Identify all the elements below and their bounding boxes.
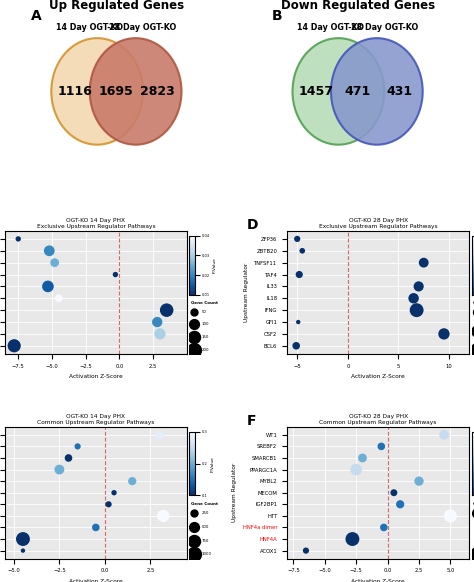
Point — [440, 430, 448, 439]
Text: 28 Day OGT-KO: 28 Day OGT-KO — [351, 23, 418, 32]
Point — [247, 283, 255, 292]
Point — [156, 329, 164, 339]
Point — [247, 113, 255, 122]
Point — [55, 465, 63, 474]
Point — [154, 317, 161, 327]
Y-axis label: P-Value: P-Value — [213, 257, 217, 273]
Point — [292, 341, 300, 350]
Point — [110, 488, 118, 498]
Text: Gene Count: Gene Count — [191, 502, 218, 506]
Text: B: B — [272, 9, 283, 23]
X-axis label: Activation Z-Score: Activation Z-Score — [69, 579, 123, 582]
Point — [105, 499, 112, 509]
Ellipse shape — [292, 38, 384, 145]
Point — [295, 270, 303, 279]
Point — [128, 477, 136, 486]
Point — [247, 236, 255, 246]
Text: Down Regulated Genes: Down Regulated Genes — [281, 0, 435, 12]
Text: 100: 100 — [202, 322, 210, 327]
Text: 28 Day OGT-KO: 28 Day OGT-KO — [109, 23, 177, 32]
Ellipse shape — [331, 38, 423, 145]
Text: Gene Count: Gene Count — [191, 301, 218, 305]
Point — [19, 546, 27, 555]
Point — [44, 282, 52, 291]
Text: 150: 150 — [202, 335, 209, 339]
Point — [359, 453, 366, 463]
Point — [294, 317, 302, 327]
Point — [19, 534, 27, 544]
Text: Gene Count: Gene Count — [473, 301, 474, 305]
Title: OGT-KO 14 Day PHX
Common Upstream Regulator Pathways: OGT-KO 14 Day PHX Common Upstream Regula… — [37, 414, 155, 425]
Point — [163, 306, 171, 315]
Point — [55, 294, 63, 303]
Point — [10, 341, 18, 350]
Text: 250: 250 — [202, 512, 209, 516]
Ellipse shape — [51, 38, 143, 145]
Point — [65, 453, 73, 463]
Text: 500: 500 — [202, 525, 209, 529]
Point — [302, 546, 310, 555]
X-axis label: Activation Z-Score: Activation Z-Score — [69, 374, 123, 379]
Title: OGT-KO 14 Day PHX
Exclusive Upstream Regulator Pathways: OGT-KO 14 Day PHX Exclusive Upstream Reg… — [36, 218, 155, 229]
Point — [440, 329, 448, 339]
Point — [247, 483, 255, 492]
Point — [247, 360, 255, 369]
X-axis label: Activation Z-Score: Activation Z-Score — [351, 374, 405, 379]
Title: OGT-KO 28 Day PHX
Common Upstream Regulator Pathways: OGT-KO 28 Day PHX Common Upstream Regula… — [319, 414, 437, 425]
Text: 1000: 1000 — [202, 552, 212, 556]
Text: 200: 200 — [202, 348, 210, 352]
Point — [413, 306, 420, 315]
Text: Up Regulated Genes: Up Regulated Genes — [49, 0, 184, 12]
Y-axis label: Upstream Regulator: Upstream Regulator — [244, 262, 249, 322]
Point — [299, 246, 306, 255]
Text: 14 Day OGT-KO: 14 Day OGT-KO — [56, 23, 123, 32]
Text: 750: 750 — [202, 538, 209, 542]
Point — [415, 282, 422, 291]
Ellipse shape — [90, 38, 182, 145]
Text: 471: 471 — [345, 85, 371, 98]
Text: 50: 50 — [202, 310, 207, 314]
Text: Gene Count: Gene Count — [473, 502, 474, 506]
Point — [396, 499, 404, 509]
Point — [111, 270, 119, 279]
X-axis label: Activation Z-Score: Activation Z-Score — [351, 579, 405, 582]
Point — [447, 511, 454, 520]
Text: D: D — [247, 218, 258, 232]
Text: F: F — [247, 413, 256, 428]
Text: A: A — [31, 9, 41, 23]
Point — [156, 430, 164, 439]
Point — [14, 235, 22, 244]
Point — [293, 235, 301, 244]
Point — [46, 246, 53, 255]
Point — [74, 442, 82, 451]
Text: 1695: 1695 — [99, 85, 134, 98]
Text: 431: 431 — [386, 85, 412, 98]
Point — [349, 534, 356, 544]
Point — [247, 168, 255, 177]
Point — [51, 258, 58, 267]
Point — [415, 477, 423, 486]
Point — [247, 52, 255, 62]
Point — [92, 523, 100, 532]
Text: 1116: 1116 — [57, 85, 92, 98]
Point — [420, 258, 428, 267]
Point — [159, 511, 167, 520]
Point — [352, 465, 360, 474]
Y-axis label: P-Value: P-Value — [210, 456, 214, 471]
Y-axis label: Upstream Regulator: Upstream Regulator — [232, 463, 237, 522]
Point — [390, 488, 398, 498]
Text: 14 Day OGT-KO: 14 Day OGT-KO — [298, 23, 365, 32]
Title: OGT-KO 28 Day PHX
Exclusive Upstream Regulator Pathways: OGT-KO 28 Day PHX Exclusive Upstream Reg… — [319, 218, 438, 229]
Point — [377, 442, 385, 451]
Point — [380, 523, 388, 532]
Point — [410, 294, 418, 303]
Text: 2823: 2823 — [140, 85, 175, 98]
Text: 1457: 1457 — [299, 85, 334, 98]
